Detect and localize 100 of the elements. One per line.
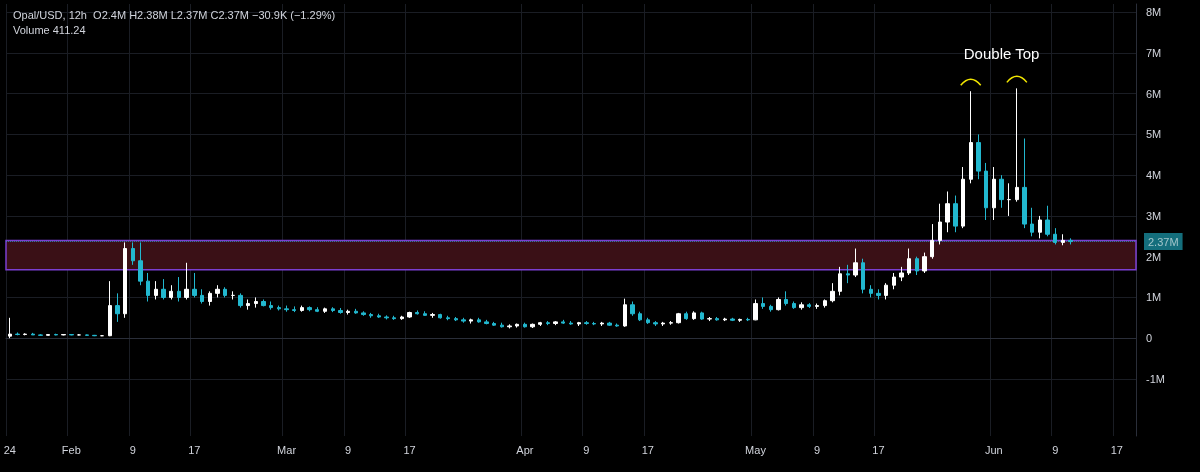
candlestick (115, 292, 120, 323)
candlestick (131, 241, 135, 266)
candlestick (369, 312, 373, 319)
y-tick-label: 3M (1146, 209, 1162, 222)
candlestick (238, 292, 243, 309)
x-tick-label: 24 (3, 443, 16, 456)
candlestick (492, 321, 496, 327)
candlestick (277, 305, 281, 311)
candlestick (899, 266, 904, 282)
x-tick-label: 9 (345, 443, 352, 456)
y-tick-label: 6M (1146, 87, 1162, 100)
x-tick-label: 17 (188, 443, 201, 456)
candlestick (208, 290, 212, 307)
candlestick (861, 258, 865, 294)
x-tick-label: Apr (516, 443, 534, 456)
candlestick (1022, 137, 1027, 229)
candlestick (553, 320, 558, 326)
y-tick-label: 0 (1146, 332, 1153, 345)
chart-title: Opal/USD, 12h O2.4M H2.38M L2.37M C2.37M −30.9K (−1.29%) (13, 8, 336, 21)
candlestick (300, 305, 304, 313)
candlestick (938, 203, 942, 245)
candlestick (761, 296, 765, 310)
candlestick (254, 296, 258, 309)
candlestick (715, 316, 719, 322)
candlestick (661, 321, 665, 327)
candlestick (807, 302, 811, 309)
candlestick (953, 195, 958, 233)
candlestick (454, 316, 458, 322)
candlestick (592, 321, 596, 326)
candlestick (85, 334, 89, 337)
candlestick (815, 303, 819, 310)
candlestick (1030, 207, 1034, 237)
candlestick (930, 223, 934, 260)
candlestick (577, 321, 581, 327)
candlestick (400, 315, 404, 321)
candlestick (992, 166, 996, 221)
ref-line-label: 2.37M (1148, 235, 1179, 248)
candlestick (884, 282, 888, 300)
candlestick (523, 322, 527, 329)
x-tick-label: 9 (813, 443, 821, 456)
candlestick (530, 323, 535, 329)
candlestick (830, 282, 835, 303)
candlestick (907, 248, 911, 276)
candlestick (653, 320, 658, 327)
candlestick (538, 321, 542, 327)
candlestick (823, 298, 827, 309)
candlestick (469, 318, 473, 325)
candlestick (346, 309, 350, 316)
candlestick (1061, 233, 1065, 246)
y-tick-label: 7M (1146, 46, 1162, 59)
candlestick (54, 333, 58, 336)
candlestick (269, 301, 273, 311)
candlestick (361, 310, 366, 317)
candlestick (377, 313, 381, 319)
candlestick (430, 312, 435, 319)
candlestick (1007, 182, 1011, 217)
x-tick-label: May (745, 443, 767, 456)
candlestick (600, 321, 604, 327)
candlestick (123, 241, 127, 319)
candlestick (477, 317, 481, 324)
y-tick-label: 8M (1146, 6, 1162, 19)
candlestick (223, 286, 227, 298)
candlestick (638, 311, 642, 322)
candlestick (1068, 237, 1073, 245)
candlestick (984, 162, 988, 221)
y-tick-label: 2M (1146, 250, 1162, 263)
y-tick-label: 5M (1146, 128, 1162, 141)
candlestick (354, 308, 358, 315)
candlestick (769, 304, 773, 313)
candlestick (799, 301, 804, 311)
x-tick-label: 9 (1052, 443, 1059, 456)
candlestick (438, 313, 442, 320)
y-tick-label: -1M (1146, 372, 1165, 385)
candlestick (623, 298, 627, 328)
candlestick (507, 323, 512, 329)
candlestick (323, 307, 327, 314)
candlestick (846, 264, 850, 284)
candlestick (161, 278, 166, 300)
candlestick (546, 320, 550, 326)
candlestick (192, 272, 197, 298)
candlestick (1053, 227, 1057, 245)
candlestick (484, 319, 489, 325)
candlestick (684, 311, 688, 321)
x-tick-label: 17 (641, 443, 654, 456)
candlestick (584, 320, 589, 326)
x-tick-label: Feb (61, 443, 81, 456)
candlestick (746, 317, 750, 322)
candlestick (1038, 215, 1042, 239)
candlestick (876, 288, 881, 300)
candlestick (446, 315, 450, 321)
candlestick (407, 311, 412, 319)
candlestick (561, 319, 565, 325)
candlestick (8, 317, 12, 339)
candlestick (392, 315, 396, 321)
candlestick (415, 309, 419, 316)
candlestick (200, 288, 204, 305)
x-tick-label: Mar (277, 443, 297, 456)
candlestick (46, 333, 50, 337)
x-tick-label: 9 (129, 443, 136, 456)
annotation: Double Top (963, 45, 1040, 63)
